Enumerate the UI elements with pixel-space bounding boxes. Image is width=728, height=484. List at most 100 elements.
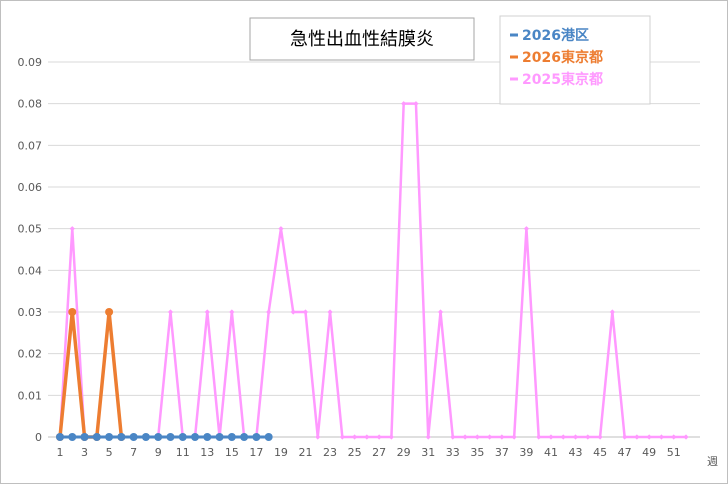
- x-tick-label: 17: [249, 446, 263, 459]
- legend-label: 2026東京都: [522, 49, 603, 66]
- data-point: [56, 433, 64, 441]
- x-tick-label: 27: [372, 446, 386, 459]
- data-point: [327, 309, 333, 315]
- y-tick-label: 0.02: [18, 348, 43, 361]
- x-tick-label: 47: [618, 446, 632, 459]
- data-point: [634, 434, 640, 440]
- data-point: [166, 433, 175, 441]
- x-tick-label: 39: [519, 446, 533, 459]
- data-point: [191, 433, 200, 441]
- x-axis-label: 週: [707, 455, 718, 468]
- series-line: [58, 102, 686, 439]
- y-tick-label: 0.06: [18, 181, 43, 194]
- x-tick-label: 1: [57, 446, 64, 459]
- data-point: [105, 433, 114, 441]
- series-0: [56, 433, 273, 441]
- x-tick-label: 29: [397, 446, 411, 459]
- data-point: [388, 434, 395, 440]
- data-point: [499, 434, 505, 440]
- y-tick-label: 0.05: [18, 223, 43, 236]
- data-point: [364, 434, 370, 440]
- data-point: [536, 434, 542, 440]
- data-point: [683, 434, 689, 440]
- data-point: [154, 433, 163, 441]
- y-tick-label: 0.07: [18, 139, 43, 152]
- data-point: [240, 433, 249, 441]
- y-tick-label: 0.03: [18, 306, 43, 319]
- data-point: [671, 434, 677, 440]
- data-point: [437, 309, 444, 315]
- data-point: [266, 309, 272, 315]
- data-point: [609, 309, 615, 315]
- y-tick-label: 0.09: [18, 56, 43, 69]
- x-tick-label: 3: [81, 446, 88, 459]
- x-tick-label: 15: [225, 446, 239, 459]
- data-point: [68, 433, 77, 441]
- x-tick-label: 7: [130, 446, 137, 459]
- y-tick-label: 0.08: [18, 98, 43, 111]
- x-axis: 1 3 5 7 9 11 13 15 17 19 21 23 25 27 29 31 33 35 37 39 41 43 4…: [57, 446, 681, 459]
- x-tick-label: 51: [667, 446, 681, 459]
- data-point: [560, 434, 566, 440]
- data-point: [511, 434, 517, 440]
- x-tick-label: 21: [298, 446, 312, 459]
- data-point: [203, 433, 212, 441]
- x-tick-label: 41: [544, 446, 558, 459]
- data-point: [129, 433, 138, 441]
- data-point: [178, 433, 187, 441]
- y-axis: 0 0.01 0.02 0.03 0.04 0.05 0.06 0.07 0.08 0.09: [18, 56, 43, 444]
- data-point: [117, 433, 126, 441]
- data-point: [204, 309, 210, 315]
- legend-label: 2025東京都: [522, 71, 603, 88]
- x-tick-label: 23: [323, 446, 337, 459]
- x-tick-label: 25: [348, 446, 362, 459]
- data-point: [450, 434, 456, 440]
- x-tick-label: 43: [569, 446, 583, 459]
- data-point: [622, 434, 628, 440]
- y-tick-label: 0.04: [18, 264, 43, 277]
- x-tick-label: 9: [155, 446, 162, 459]
- x-tick-label: 11: [176, 446, 190, 459]
- y-tick-label: 0.01: [18, 389, 43, 402]
- x-tick-label: 45: [593, 446, 607, 459]
- x-tick-label: 37: [495, 446, 509, 459]
- x-tick-label: 33: [446, 446, 460, 459]
- legend: 2026港区 2026東京都 2025東京都: [499, 15, 651, 105]
- data-point: [167, 309, 174, 315]
- data-point: [80, 433, 89, 441]
- x-tick-label: 5: [106, 446, 113, 459]
- data-point: [302, 309, 309, 315]
- data-point: [425, 434, 431, 440]
- x-tick-label: 19: [274, 446, 288, 459]
- x-tick-label: 35: [470, 446, 484, 459]
- data-point: [252, 433, 261, 441]
- data-point: [376, 434, 382, 440]
- data-point: [141, 433, 150, 441]
- data-point: [69, 226, 75, 232]
- data-point: [401, 101, 407, 107]
- data-point: [264, 433, 273, 441]
- data-point: [68, 308, 77, 316]
- title-box: 急性出血性結膜炎: [249, 17, 475, 61]
- data-point: [215, 433, 224, 441]
- data-point: [572, 434, 579, 440]
- legend-box: [499, 15, 651, 105]
- data-point: [229, 309, 235, 315]
- x-tick-label: 31: [421, 446, 435, 459]
- data-point: [315, 434, 321, 440]
- data-point: [290, 309, 296, 315]
- chart-title: 急性出血性結膜炎: [290, 29, 434, 50]
- data-point: [597, 434, 603, 440]
- data-point: [92, 433, 101, 441]
- data-point: [278, 226, 284, 232]
- data-point: [351, 434, 358, 440]
- data-point: [413, 101, 419, 107]
- legend-label: 2026港区: [522, 27, 589, 44]
- x-tick-label: 13: [200, 446, 214, 459]
- y-tick-label: 0: [35, 431, 42, 444]
- data-point: [646, 434, 652, 440]
- data-point: [523, 226, 530, 232]
- data-point: [227, 433, 236, 441]
